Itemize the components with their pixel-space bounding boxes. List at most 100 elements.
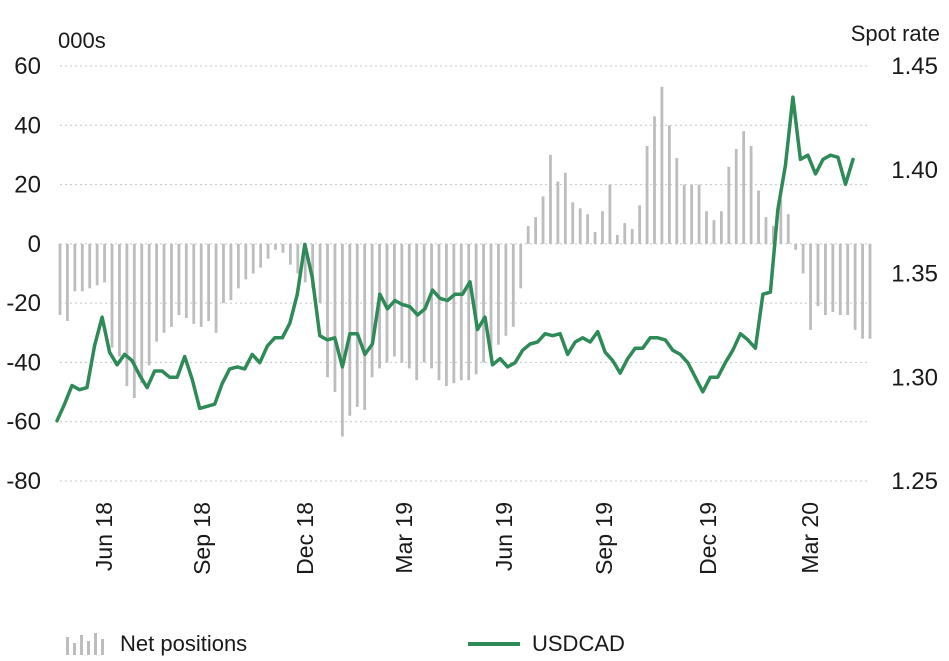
net-position-bar	[563, 172, 567, 244]
net-position-bar	[274, 243, 277, 250]
net-position-bar	[660, 86, 664, 244]
net-position-bar	[482, 243, 485, 363]
x-axis-ticks: Jun 18 Sep 18 Dec 18 Mar 19 Jun 19 Sep 19 Dec …	[91, 502, 823, 575]
net-position-bar	[853, 243, 857, 330]
x-tick-label: Sep 18	[189, 502, 215, 575]
net-position-bar	[489, 243, 493, 357]
net-position-bar	[868, 243, 872, 339]
net-position-bar	[326, 243, 329, 378]
net-position-bar	[199, 243, 203, 327]
net-position-bar	[251, 243, 255, 274]
net-position-bar	[103, 243, 106, 283]
net-position-bar	[534, 217, 537, 244]
net-position-bar	[645, 146, 649, 244]
net-position-bar	[846, 243, 850, 315]
net-position-bar	[214, 243, 218, 333]
right-axis-ticks: 1.45 1.40 1.35 1.30 1.25	[891, 53, 938, 495]
net-position-bar	[838, 243, 842, 315]
net-position-bar	[363, 243, 367, 410]
net-position-bar	[333, 243, 337, 393]
net-position-bar	[786, 214, 790, 244]
net-position-bar	[497, 243, 500, 345]
left-tick-label: -80	[6, 468, 41, 495]
net-position-bar	[162, 243, 166, 333]
net-position-bar	[809, 243, 812, 330]
net-position-bar	[340, 243, 344, 437]
net-position-bar	[459, 243, 463, 381]
net-position-bar	[170, 243, 173, 327]
net-position-bar	[385, 243, 389, 363]
net-position-bar	[95, 243, 99, 286]
net-position-bar	[623, 223, 627, 244]
net-position-bar	[511, 243, 515, 327]
net-position-bar	[749, 146, 753, 244]
net-position-bar	[355, 243, 359, 407]
net-position-bar	[816, 243, 820, 307]
net-position-bar	[474, 243, 478, 375]
net-position-bar	[222, 243, 225, 304]
net-positions-swatch	[66, 633, 108, 655]
net-position-bar	[73, 243, 77, 292]
net-position-bar	[578, 208, 582, 244]
x-tick-label: Dec 18	[292, 502, 318, 575]
left-tick-label: 40	[14, 112, 41, 139]
net-position-bar	[638, 205, 642, 244]
legend-usdcad: USDCAD	[468, 628, 625, 660]
left-axis-ticks: 60 40 20 0 -20 -40 -60 -80	[6, 53, 41, 495]
net-position-bar	[266, 243, 270, 259]
net-position-bar	[125, 243, 129, 387]
net-position-bar	[824, 243, 827, 315]
net-position-bar	[667, 125, 671, 244]
net-position-bar	[177, 243, 181, 315]
net-position-bar	[288, 243, 292, 265]
net-position-bar	[66, 243, 69, 321]
net-position-bar	[259, 243, 263, 268]
net-position-bar	[742, 131, 746, 244]
net-position-bar	[110, 243, 114, 348]
net-position-bar	[281, 243, 285, 253]
left-tick-label: -60	[6, 409, 41, 436]
net-position-bar	[653, 116, 656, 244]
net-position-bar	[296, 243, 300, 274]
net-position-bar	[303, 243, 307, 283]
net-position-bar	[422, 243, 426, 363]
net-position-bar	[155, 243, 159, 342]
net-position-bar	[318, 243, 322, 304]
net-position-bar	[541, 196, 545, 244]
net-position-bar	[764, 217, 768, 244]
net-position-bar	[229, 243, 233, 301]
net-position-bar	[861, 243, 864, 339]
x-tick-label: Mar 19	[391, 502, 417, 574]
net-position-bar	[705, 211, 708, 244]
right-tick-label: 1.40	[891, 157, 938, 184]
net-position-bar	[452, 243, 456, 384]
net-position-bar	[118, 243, 121, 357]
x-tick-label: Dec 19	[695, 502, 721, 575]
usdcad-swatch	[468, 642, 520, 646]
net-position-bar	[682, 184, 686, 244]
net-position-bar	[236, 243, 240, 289]
net-position-bar	[445, 243, 448, 387]
left-tick-label: -40	[6, 349, 41, 376]
net-position-bar	[794, 243, 798, 250]
net-position-bar	[147, 243, 151, 366]
net-position-bar	[801, 243, 805, 274]
net-position-bar	[601, 211, 604, 244]
net-position-bar	[697, 184, 701, 244]
usdcad-line	[55, 95, 855, 423]
left-tick-label: -20	[6, 290, 41, 317]
gridlines	[60, 65, 870, 482]
left-tick-label: 60	[14, 53, 41, 80]
net-position-bar	[712, 220, 716, 244]
net-position-bar	[519, 243, 523, 289]
net-position-bar	[184, 243, 188, 318]
left-tick-label: 0	[28, 231, 41, 258]
net-position-bar	[734, 149, 738, 244]
x-tick-label: Jun 19	[491, 502, 517, 571]
net-position-bar	[771, 226, 775, 244]
net-position-bar	[88, 243, 92, 289]
net-position-bar	[690, 184, 694, 244]
net-position-bar	[757, 190, 760, 244]
net-position-bar	[132, 243, 136, 398]
